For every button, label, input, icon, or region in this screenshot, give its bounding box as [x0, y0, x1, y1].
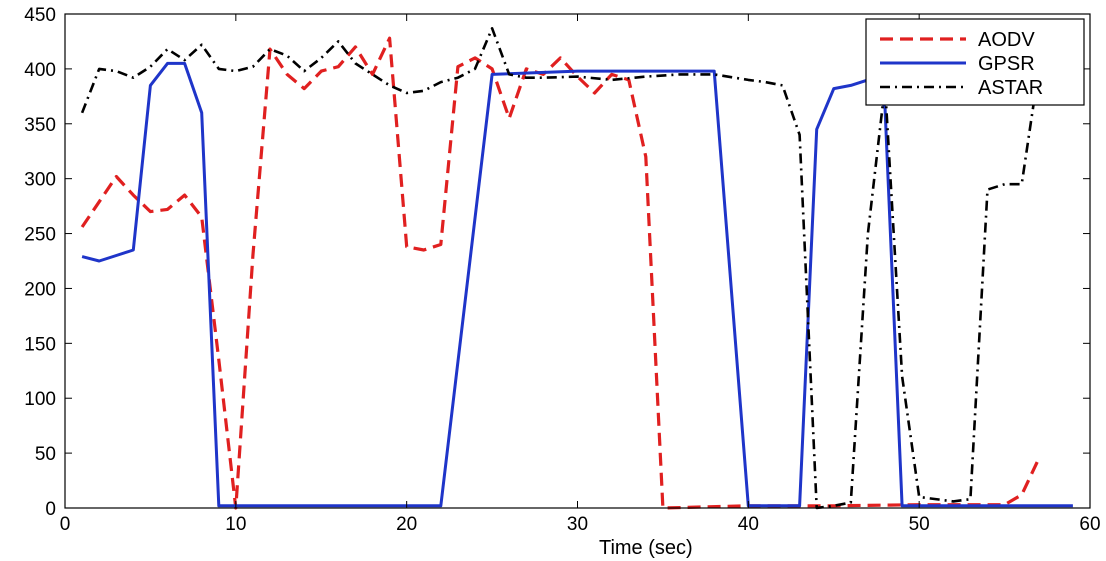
x-tick-label: 30 [567, 514, 588, 535]
series-line-astar [80, 26, 1041, 510]
y-tick-label: 200 [24, 279, 56, 300]
x-tick-label: 50 [909, 514, 930, 535]
legend-label-aodv: AODV [978, 29, 1035, 51]
series-line-gpsr [81, 61, 1073, 508]
x-axis: 0 10 20 30 40 50 60 [60, 14, 1101, 535]
series-layer [80, 26, 1073, 510]
y-tick-label: 0 [45, 499, 56, 520]
x-tick-label: 0 [60, 514, 71, 535]
x-tick-label: 60 [1079, 514, 1100, 535]
x-axis-label: Time (sec) [599, 537, 693, 559]
y-tick-label: 450 [24, 5, 56, 26]
y-tick-label: 250 [24, 225, 56, 246]
y-tick-label: 400 [24, 60, 56, 81]
y-axis: 0 50 100 150 200 250 300 350 400 450 [24, 5, 1090, 520]
legend-label-gpsr: GPSR [978, 53, 1035, 75]
y-tick-label: 350 [24, 115, 56, 136]
legend-label-astar: ASTAR [978, 77, 1043, 99]
y-tick-label: 100 [24, 389, 56, 410]
y-tick-label: 50 [35, 444, 56, 465]
x-tick-label: 20 [396, 514, 417, 535]
y-tick-label: 150 [24, 334, 56, 355]
x-tick-label: 10 [225, 514, 246, 535]
y-tick-label: 300 [24, 170, 56, 191]
x-tick-label: 40 [738, 514, 759, 535]
